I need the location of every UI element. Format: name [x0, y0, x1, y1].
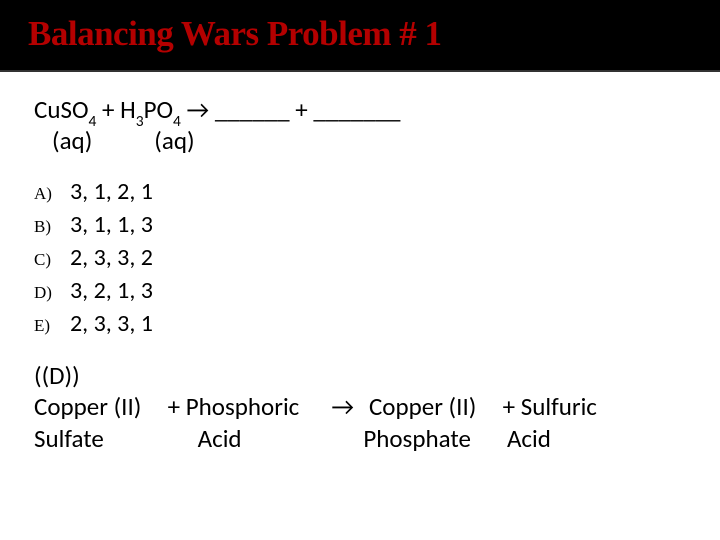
answer-r1c2: + Phosphoric [168, 391, 326, 422]
answer-r1c1: Copper (II) [34, 391, 162, 422]
answer-r1-arrow: → [331, 391, 363, 422]
plus-1: + [96, 94, 120, 125]
answer-block: ((D)) Copper (II) + Phosphoric → Copper … [34, 360, 686, 454]
reactant-1-sub: 4 [89, 112, 97, 131]
reactant-2-sub1: 3 [136, 112, 144, 131]
reactant-2b: PO [144, 94, 173, 125]
reactant-2-sub2: 4 [173, 112, 181, 131]
equation-line-2: (aq)(aq) [34, 125, 686, 156]
answer-names-line-1: Copper (II) + Phosphoric → Copper (II) +… [34, 391, 686, 422]
choice-row: A) 3, 1, 2, 1 [34, 175, 686, 208]
equation-line-1: CuSO4 + H3PO4 → ______ + _______ [34, 94, 686, 125]
choice-row: E) 2, 3, 3, 1 [34, 307, 686, 340]
reactant-2a: H [120, 94, 136, 125]
answer-r1c4: + Sulfuric [503, 391, 597, 422]
choice-value: 3, 1, 2, 1 [70, 175, 153, 208]
slide-body: CuSO4 + H3PO4 → ______ + _______ (aq)(aq… [0, 72, 720, 464]
answer-r2c2: Acid [198, 423, 358, 454]
answer-choices: A) 3, 1, 2, 1 B) 3, 1, 1, 3 C) 2, 3, 3, … [34, 175, 686, 341]
plus-2: + [295, 94, 313, 125]
choice-letter: B) [34, 215, 70, 238]
choice-value: 3, 1, 1, 3 [70, 208, 153, 241]
choice-row: D) 3, 2, 1, 3 [34, 274, 686, 307]
choice-row: C) 2, 3, 3, 2 [34, 241, 686, 274]
answer-label: ((D)) [34, 360, 686, 391]
equation-block: CuSO4 + H3PO4 → ______ + _______ (aq)(aq… [34, 94, 686, 157]
slide-title: Balancing Wars Problem # 1 [28, 14, 692, 54]
choice-letter: E) [34, 314, 70, 337]
choice-value: 2, 3, 3, 2 [70, 241, 153, 274]
answer-names-line-2: Sulfate Acid Phosphate Acid [34, 423, 686, 454]
answer-r2c3: Phosphate [363, 423, 501, 454]
reactant-1: CuSO [34, 94, 89, 125]
title-bar: Balancing Wars Problem # 1 [0, 0, 720, 72]
blank-1: ______ [215, 94, 295, 125]
answer-r1c3: Copper (II) [369, 391, 497, 422]
slide: Balancing Wars Problem # 1 CuSO4 + H3PO4… [0, 0, 720, 540]
blank-2: _______ [313, 94, 400, 125]
answer-r2c4: Acid [507, 423, 551, 454]
choice-value: 2, 3, 3, 1 [70, 307, 153, 340]
state-1: (aq) [52, 125, 92, 156]
choice-letter: A) [34, 182, 70, 205]
choice-letter: C) [34, 248, 70, 271]
choice-value: 3, 2, 1, 3 [70, 274, 153, 307]
choice-row: B) 3, 1, 1, 3 [34, 208, 686, 241]
answer-r2c1: Sulfate [34, 423, 192, 454]
arrow: → [181, 94, 215, 125]
choice-letter: D) [34, 281, 70, 304]
